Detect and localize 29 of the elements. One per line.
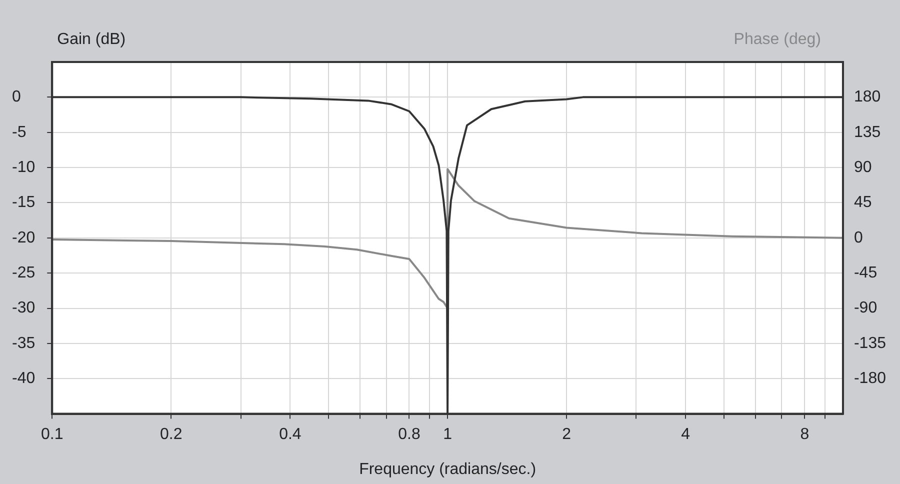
- y2-tick-label: 90: [854, 158, 872, 176]
- y-axis-title: Gain (dB): [57, 31, 126, 48]
- y-tick-label: -15: [12, 194, 36, 212]
- y-tick-label: -20: [12, 229, 36, 246]
- y-tick-label: -40: [12, 370, 36, 388]
- y2-tick-label: -45: [854, 264, 878, 282]
- x-tick-label: 8: [800, 426, 810, 443]
- y2-tick-label: 135: [854, 124, 881, 141]
- x-tick-label: 0.2: [160, 426, 182, 443]
- x-tick-label: 4: [681, 426, 690, 443]
- y2-tick-label: 180: [854, 88, 881, 106]
- y-tick-label: -30: [12, 300, 36, 317]
- y-tick-label: -10: [12, 158, 36, 176]
- x-tick-label: 0.4: [279, 426, 302, 443]
- y2-axis-title: Phase (deg): [734, 31, 821, 48]
- x-tick-label: 2: [562, 426, 572, 443]
- y2-tick-label: -135: [854, 334, 886, 352]
- x-tick-label: 0.8: [398, 426, 420, 443]
- y2-tick-label: -180: [854, 370, 886, 388]
- y-tick-label: -25: [12, 264, 36, 282]
- y2-tick-label: 0: [854, 229, 863, 246]
- y2-tick-label: -90: [854, 300, 878, 317]
- x-axis-title: Frequency (radians/sec.): [359, 461, 536, 478]
- y-tick-label: 0: [12, 88, 21, 106]
- x-tick-label: 0.1: [41, 426, 64, 443]
- x-tick-label: 1: [443, 426, 452, 443]
- y2-tick-label: 45: [854, 194, 872, 212]
- y-tick-label: -5: [12, 124, 26, 141]
- y-tick-label: -35: [12, 334, 36, 352]
